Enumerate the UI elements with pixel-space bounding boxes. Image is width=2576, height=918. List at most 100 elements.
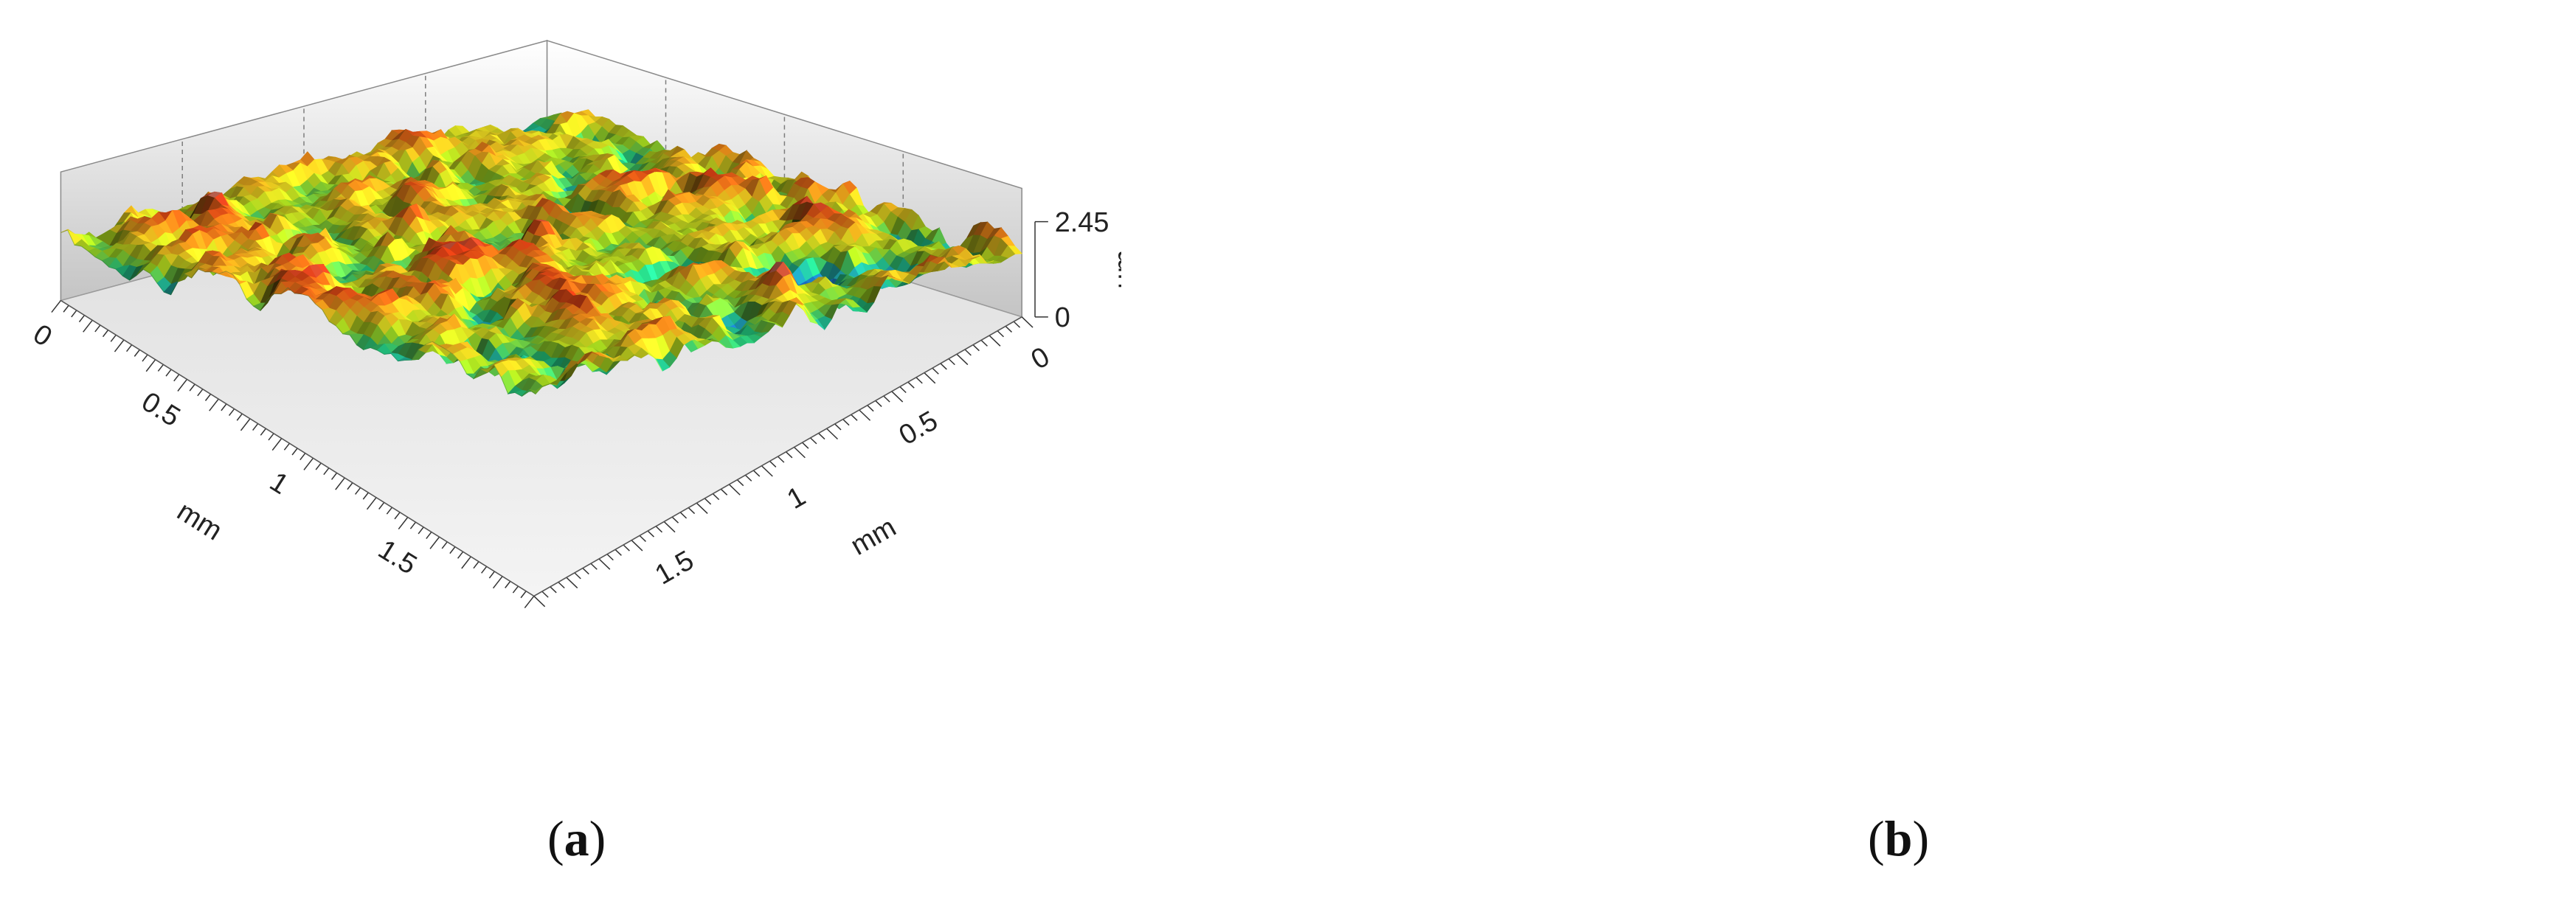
axis-tick-mark	[355, 487, 361, 495]
axis-tick-mark	[209, 398, 219, 411]
axis-tick-mark	[875, 400, 882, 407]
axis-tick-mark	[728, 484, 741, 495]
axis-tick-mark	[409, 521, 417, 529]
axis-tick-mark	[457, 551, 464, 559]
axis-tick-mark	[851, 414, 858, 421]
axis-tick-mark	[590, 563, 598, 570]
axis-tick-mark	[473, 561, 479, 569]
axis-tick-mark	[378, 502, 385, 510]
axis-tick-mark	[204, 394, 212, 401]
axis-tick-mark	[818, 433, 825, 440]
axis-tick-mark	[826, 428, 839, 440]
x-tick-label: 0	[28, 319, 58, 353]
axis-tick-mark	[492, 576, 503, 589]
axis-tick-mark	[867, 405, 874, 412]
axis-tick-mark	[347, 482, 353, 490]
x-tick-label: 1	[264, 466, 294, 501]
axis-tick-mark	[769, 460, 777, 467]
axis-tick-mark	[1021, 316, 1033, 328]
axis-tick-mark	[300, 453, 306, 461]
axis-tick-mark	[786, 451, 793, 459]
axis-tick-mark	[972, 344, 980, 352]
axis-tick-mark	[988, 335, 1001, 347]
axis-tick-mark	[842, 419, 850, 426]
axis-tick-mark	[574, 572, 581, 580]
axis-tick-mark	[566, 577, 578, 588]
surface-mesh	[60, 109, 1023, 397]
axis-tick-mark	[330, 472, 338, 480]
axis-tick-mark	[834, 423, 842, 431]
axis-tick-mark	[720, 488, 728, 495]
axis-tick-mark	[63, 305, 69, 313]
y-axis-title: mm	[845, 512, 901, 562]
axis-tick-mark	[394, 512, 401, 520]
axis-tick-mark	[362, 492, 369, 500]
axis-tick-mark	[671, 516, 679, 524]
axis-tick-mark	[883, 395, 890, 403]
axis-tick-mark	[461, 556, 471, 569]
axis-tick-mark	[614, 549, 622, 556]
axis-tick-mark	[189, 383, 195, 392]
axis-tick-mark	[550, 586, 557, 594]
z-axis-title: µm	[1109, 250, 1121, 289]
axis-tick-mark	[696, 502, 708, 515]
axis-tick-mark	[110, 334, 117, 342]
axis-tick-mark	[260, 428, 266, 436]
axis-tick-mark	[512, 585, 519, 594]
z-tick-label: 2.45	[1055, 207, 1109, 238]
axis-tick-mark	[802, 442, 809, 449]
axis-tick-mark	[524, 595, 535, 608]
axis-tick-mark	[481, 566, 488, 574]
z-tick-label: 0	[1055, 302, 1070, 333]
axis-tick-mark	[956, 353, 969, 366]
axis-tick-mark	[639, 535, 646, 542]
axis-tick-mark	[582, 568, 589, 575]
axis-tick-mark	[810, 437, 817, 445]
axis-tick-mark	[631, 540, 643, 552]
axis-tick-mark	[558, 581, 565, 589]
axis-tick-mark	[221, 403, 227, 411]
axis-tick-mark	[907, 381, 915, 389]
axis-tick-mark	[429, 536, 440, 549]
axis-tick-mark	[449, 546, 456, 554]
axis-tick-mark	[744, 474, 752, 481]
axis-tick-mark	[1005, 325, 1013, 333]
axis-tick-mark	[142, 354, 148, 362]
axis-tick-mark	[323, 467, 330, 476]
axis-tick-mark	[761, 465, 773, 477]
axis-tick-mark	[165, 369, 172, 377]
axis-tick-mark	[157, 364, 164, 372]
axis-tick-mark	[688, 507, 696, 515]
axis-tick-mark	[283, 442, 290, 451]
axis-tick-mark	[891, 391, 904, 403]
axis-tick-mark	[197, 389, 204, 397]
y-tick-label: 1.5	[650, 545, 699, 591]
axis-tick-mark	[102, 330, 109, 338]
axis-tick-mark	[1013, 321, 1021, 328]
x-tick-label: 0.5	[136, 386, 185, 433]
axis-tick-mark	[623, 544, 630, 552]
axis-tick-mark	[240, 418, 251, 431]
axis-tick-mark	[704, 498, 712, 505]
axis-tick-mark	[145, 359, 156, 372]
axis-tick-mark	[177, 378, 188, 392]
y-tick-label: 0.5	[894, 406, 944, 452]
axis-tick-mark	[859, 409, 871, 421]
axis-tick-mark	[997, 330, 1005, 338]
axis-tick-mark	[752, 470, 761, 477]
axis-tick-mark	[777, 456, 785, 463]
axis-tick-mark	[114, 339, 125, 352]
axis-tick-mark	[271, 438, 283, 451]
axis-tick-mark	[335, 477, 345, 490]
y-tick-label: 1	[782, 481, 811, 515]
axis-tick-mark	[386, 507, 392, 515]
axis-tick-mark	[236, 413, 243, 421]
axis-tick-mark	[228, 408, 235, 417]
axis-tick-mark	[134, 349, 140, 357]
axis-tick-mark	[83, 319, 93, 333]
axis-tick-mark	[655, 526, 663, 533]
axis-tick-mark	[964, 349, 972, 356]
axis-tick-mark	[899, 386, 907, 394]
